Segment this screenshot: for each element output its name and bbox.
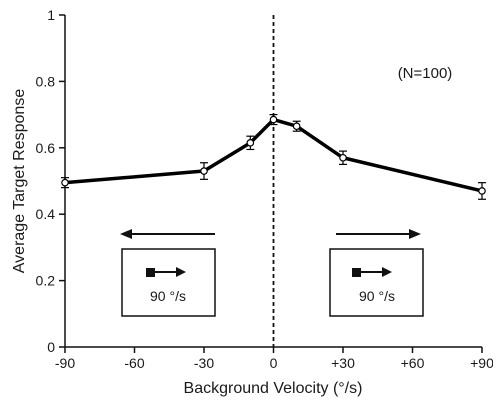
x-ticks: -90 -60 -30 0 +30 +60 +90	[55, 347, 493, 371]
x-tick-label: +60	[401, 355, 425, 371]
x-tick-label: +30	[331, 355, 355, 371]
target-arrowhead-right	[382, 267, 392, 277]
target-arrowhead-left	[176, 267, 186, 277]
data-point	[269, 115, 278, 124]
inset-label-right: 90 °/s	[359, 288, 395, 304]
target-square-left	[146, 268, 155, 277]
inset-right: 90 °/s	[329, 229, 424, 317]
x-tick-label: 0	[270, 355, 278, 371]
arrowhead-right	[409, 229, 421, 239]
x-tick-label: +90	[470, 355, 493, 371]
data-point	[292, 122, 301, 131]
data-point	[339, 153, 347, 162]
y-tick-label: 0	[47, 339, 55, 355]
x-tick-label: -60	[124, 355, 144, 371]
target-square-right	[352, 268, 361, 277]
y-tick-label: 0.8	[36, 73, 56, 89]
y-tick-label: 1	[47, 7, 55, 23]
data-point	[61, 178, 69, 187]
inset-box-right	[329, 248, 424, 317]
data-point	[478, 187, 486, 195]
data-point	[246, 139, 255, 147]
annotation: (N=100)	[398, 65, 453, 82]
y-tick-label: 0.4	[36, 206, 56, 222]
series	[61, 113, 486, 200]
x-tick-label: -90	[55, 355, 75, 371]
y-axis-label: Average Target Response	[11, 89, 28, 274]
arrowhead-left	[120, 229, 132, 239]
y-tick-label: 0.2	[36, 273, 56, 289]
inset-label-left: 90 °/s	[150, 288, 186, 304]
x-tick-label: -30	[194, 355, 214, 371]
x-axis-label: Background Velocity (°/s)	[184, 380, 363, 397]
y-ticks: 0 0.2 0.4 0.6 0.8 1	[36, 7, 65, 355]
y-tick-label: 0.6	[36, 140, 56, 156]
inset-box-left	[121, 248, 216, 317]
inset-left: 90 °/s	[120, 229, 216, 317]
data-point	[200, 167, 208, 175]
